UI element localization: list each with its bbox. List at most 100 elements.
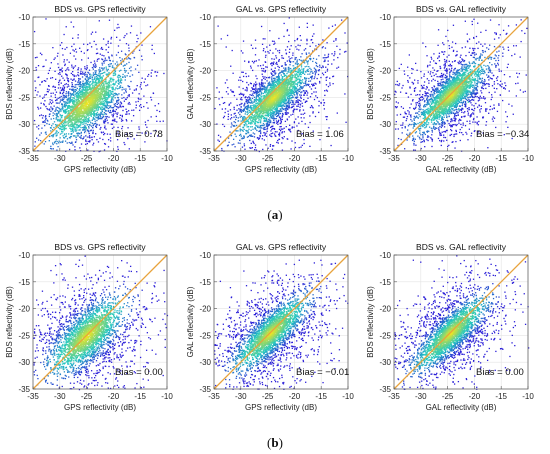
data-point (73, 111, 75, 114)
data-point (92, 74, 95, 77)
data-point (115, 87, 117, 89)
data-point (289, 124, 291, 126)
data-point (311, 106, 313, 108)
data-point (99, 128, 101, 130)
data-point (245, 86, 248, 89)
data-point (101, 106, 103, 108)
data-point (83, 116, 85, 118)
data-point (256, 91, 259, 93)
data-point (228, 103, 231, 105)
data-point (82, 97, 85, 99)
data-point (285, 84, 287, 86)
data-point (296, 96, 298, 98)
data-point (49, 101, 51, 103)
data-point (79, 72, 82, 74)
data-point (61, 119, 63, 121)
data-point (284, 62, 286, 64)
data-point (73, 111, 75, 113)
data-point (110, 123, 113, 125)
data-point (86, 100, 88, 102)
data-point (113, 94, 115, 97)
data-point (65, 96, 68, 99)
data-point (95, 78, 98, 81)
data-point (150, 75, 152, 77)
data-point (74, 86, 76, 88)
data-point (77, 112, 80, 115)
data-point (108, 65, 110, 68)
data-point (76, 109, 78, 111)
data-point (280, 110, 282, 112)
data-point (249, 65, 252, 67)
data-point (295, 87, 297, 89)
data-point (252, 104, 254, 107)
data-point (98, 106, 101, 108)
data-point (277, 104, 279, 107)
data-point (279, 116, 281, 118)
data-point (96, 82, 98, 84)
data-point (256, 92, 258, 94)
data-point (273, 81, 275, 83)
data-point (50, 148, 53, 150)
data-point (235, 135, 237, 138)
data-point (120, 79, 122, 81)
data-point (242, 80, 244, 83)
data-point (117, 97, 120, 99)
data-point (286, 94, 288, 97)
data-point (154, 71, 156, 73)
data-point (296, 125, 298, 127)
data-point (291, 127, 293, 129)
data-point (261, 98, 264, 100)
data-point (283, 35, 285, 38)
data-point (73, 66, 75, 68)
data-point (105, 113, 108, 115)
data-point (125, 70, 127, 72)
data-point (111, 55, 113, 57)
data-point (69, 114, 71, 117)
data-point (76, 132, 78, 135)
data-point (95, 116, 97, 119)
data-point (272, 111, 274, 113)
data-point (92, 132, 94, 134)
data-point (75, 135, 77, 137)
x-axis-label: GPS reflectivity (dB) (64, 165, 136, 174)
data-point (127, 110, 130, 112)
data-point (74, 65, 77, 67)
data-point (73, 107, 75, 110)
data-point (298, 72, 300, 74)
data-point (87, 115, 90, 117)
data-point (127, 127, 129, 129)
data-point (75, 89, 78, 91)
data-point (247, 84, 250, 86)
data-point (71, 141, 73, 143)
data-point (302, 89, 305, 92)
data-point (52, 101, 54, 103)
data-point (284, 85, 287, 87)
data-point (278, 138, 280, 141)
data-point (236, 98, 238, 100)
data-point (84, 126, 86, 129)
data-point (93, 88, 95, 90)
data-point (89, 140, 91, 142)
data-point (97, 91, 99, 93)
data-point (84, 128, 86, 130)
data-point (97, 101, 99, 103)
data-point (75, 100, 77, 102)
data-point (262, 88, 264, 90)
data-point (86, 85, 88, 88)
data-point (58, 119, 61, 121)
data-point (217, 25, 219, 27)
data-point (247, 135, 250, 138)
data-point (85, 135, 87, 137)
data-point (88, 131, 90, 133)
data-point (72, 94, 75, 96)
data-point (67, 100, 69, 102)
data-point (94, 70, 96, 72)
data-point (247, 118, 249, 121)
data-point (67, 105, 70, 107)
data-point (100, 94, 102, 97)
data-point (281, 112, 284, 115)
data-point (78, 110, 80, 112)
data-point (62, 77, 64, 79)
data-point (67, 79, 69, 81)
data-point (36, 94, 38, 96)
